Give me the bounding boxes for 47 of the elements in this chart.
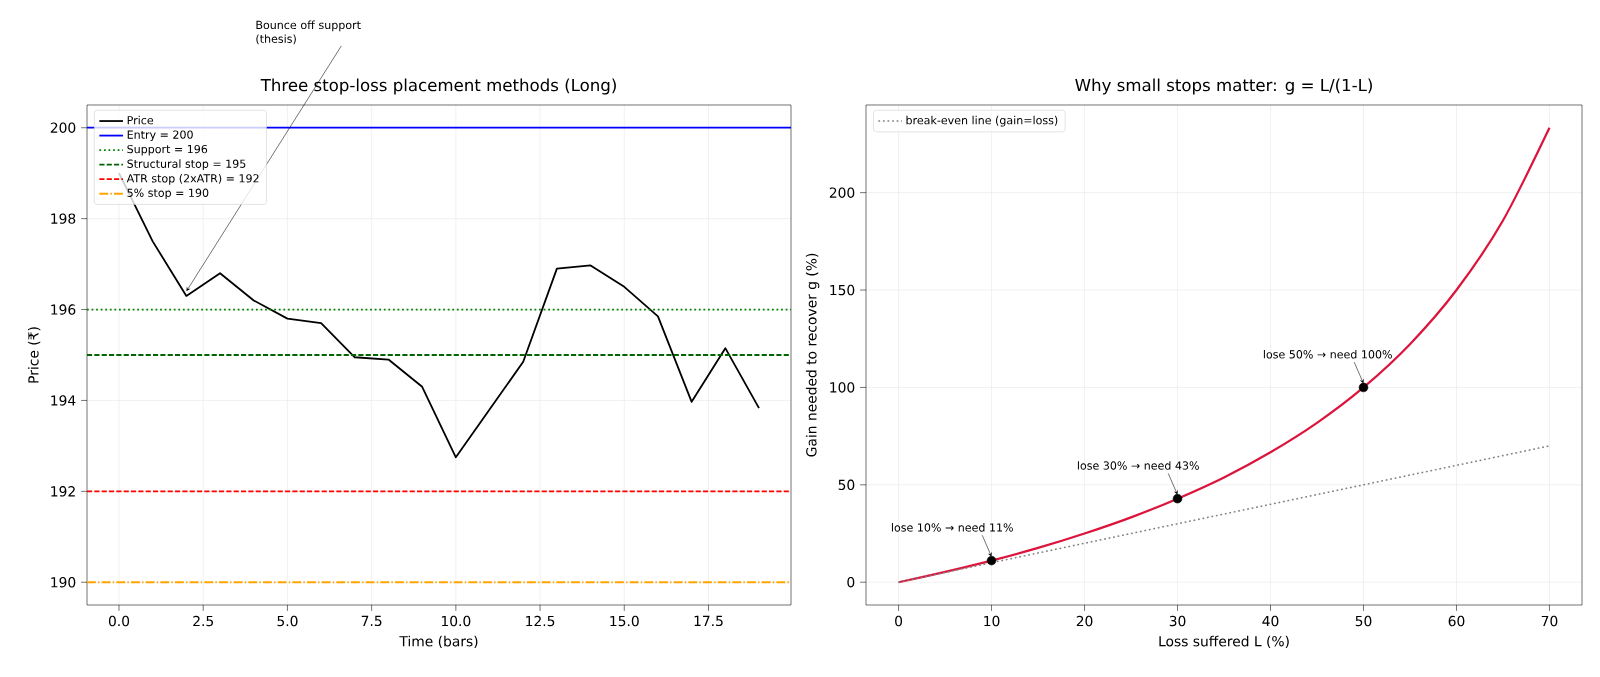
legend-label: ATR stop (2xATR) = 192 bbox=[126, 173, 259, 185]
annotation: lose 50% → need 100% bbox=[1263, 349, 1392, 359]
x-tick-label: 15.0 bbox=[610, 615, 639, 627]
x-tick-label: 12.5 bbox=[526, 615, 555, 627]
x-tick-label: 20 bbox=[1076, 615, 1093, 627]
y-tick-label: 194 bbox=[51, 395, 76, 406]
y-axis-title: Price (₹) bbox=[27, 327, 41, 383]
x-tick-label: 70 bbox=[1541, 615, 1558, 627]
x-tick-label: 0 bbox=[895, 615, 903, 627]
legend-label: break-even line (gain=loss) bbox=[906, 115, 1058, 127]
y-tick-label: 190 bbox=[51, 577, 76, 588]
x-tick-label: 10.0 bbox=[441, 615, 471, 627]
y-tick-label: 100 bbox=[830, 382, 855, 393]
legend-label: 5% stop = 190 bbox=[127, 188, 209, 200]
chart-title: Three stop-loss placement methods (Long) bbox=[260, 78, 616, 95]
x-axis-title: Loss suffered L (%) bbox=[1159, 635, 1289, 649]
x-tick-label: 50 bbox=[1355, 615, 1372, 627]
y-tick-label: 196 bbox=[51, 304, 76, 315]
x-tick-label: 2.5 bbox=[193, 615, 214, 627]
point bbox=[986, 555, 997, 566]
y-tick-label: 198 bbox=[51, 213, 76, 224]
x-tick-label: 60 bbox=[1448, 615, 1465, 627]
y-tick-label: 0 bbox=[847, 576, 855, 588]
y-tick-label: 192 bbox=[51, 486, 75, 497]
x-tick-label: 17.5 bbox=[694, 615, 723, 627]
x-tick-label: 10 bbox=[984, 615, 1000, 627]
ref-line-label: Entry = 200 bbox=[127, 130, 193, 141]
annotation: lose 10% → need 11% bbox=[891, 523, 1013, 532]
y-tick-label: 200 bbox=[829, 187, 855, 198]
point bbox=[1358, 382, 1369, 393]
x-axis-title: Time (bars) bbox=[399, 635, 478, 649]
x-tick-label: 40 bbox=[1262, 615, 1279, 627]
chart-title: Why small stops matter: g = L/(1-L) bbox=[1075, 78, 1372, 95]
x-tick-label: 7.5 bbox=[361, 615, 382, 627]
legend-label: Price bbox=[127, 115, 154, 125]
legend-label: Support = 196 bbox=[127, 144, 208, 156]
y-tick-label: 200 bbox=[50, 122, 76, 133]
x-tick-label: 30 bbox=[1169, 615, 1186, 627]
y-tick-label: 50 bbox=[838, 479, 855, 491]
x-tick-label: 0.0 bbox=[108, 615, 130, 627]
y-axis-title: Gain needed to recover g (%) bbox=[805, 253, 820, 457]
annotation: Bounce off support (thesis) bbox=[256, 20, 361, 45]
x-tick-label: 5.0 bbox=[277, 615, 298, 627]
annotation: lose 30% → need 43% bbox=[1077, 461, 1199, 470]
point bbox=[1172, 493, 1183, 504]
legend-label: Structural stop = 195 bbox=[127, 159, 246, 171]
y-tick-label: 150 bbox=[830, 284, 855, 296]
